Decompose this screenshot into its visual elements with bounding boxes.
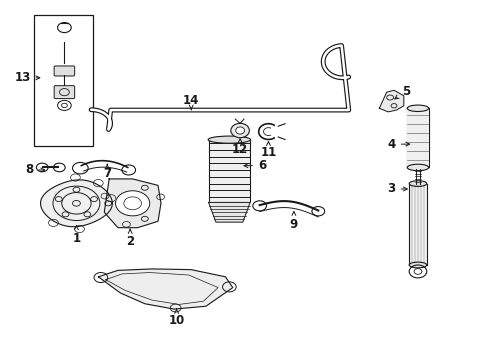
Circle shape [116, 191, 150, 216]
Text: 2: 2 [126, 229, 134, 248]
Ellipse shape [409, 262, 427, 268]
Text: 3: 3 [388, 183, 407, 195]
Bar [34, 15, 93, 146]
Ellipse shape [409, 181, 427, 186]
Text: 5: 5 [395, 85, 410, 99]
Text: 13: 13 [15, 71, 40, 84]
Ellipse shape [208, 136, 250, 143]
Polygon shape [98, 269, 233, 309]
Ellipse shape [236, 127, 245, 134]
Text: 14: 14 [183, 94, 199, 110]
Text: 9: 9 [290, 212, 298, 231]
Polygon shape [41, 180, 112, 227]
Text: 4: 4 [388, 138, 410, 150]
Text: 1: 1 [73, 226, 80, 244]
Text: 11: 11 [260, 141, 276, 158]
Ellipse shape [407, 164, 429, 171]
Bar [409, 184, 427, 265]
FancyBboxPatch shape [54, 86, 74, 99]
FancyBboxPatch shape [54, 66, 74, 76]
Bar [209, 140, 250, 202]
Bar [407, 108, 429, 167]
Polygon shape [209, 202, 250, 222]
Text: 7: 7 [103, 164, 111, 180]
Text: 10: 10 [169, 309, 185, 327]
Text: 12: 12 [232, 139, 248, 156]
Ellipse shape [407, 105, 429, 112]
Text: 8: 8 [25, 163, 45, 176]
Polygon shape [104, 179, 161, 228]
Text: 6: 6 [244, 159, 266, 172]
Ellipse shape [231, 123, 249, 138]
Polygon shape [379, 90, 404, 112]
